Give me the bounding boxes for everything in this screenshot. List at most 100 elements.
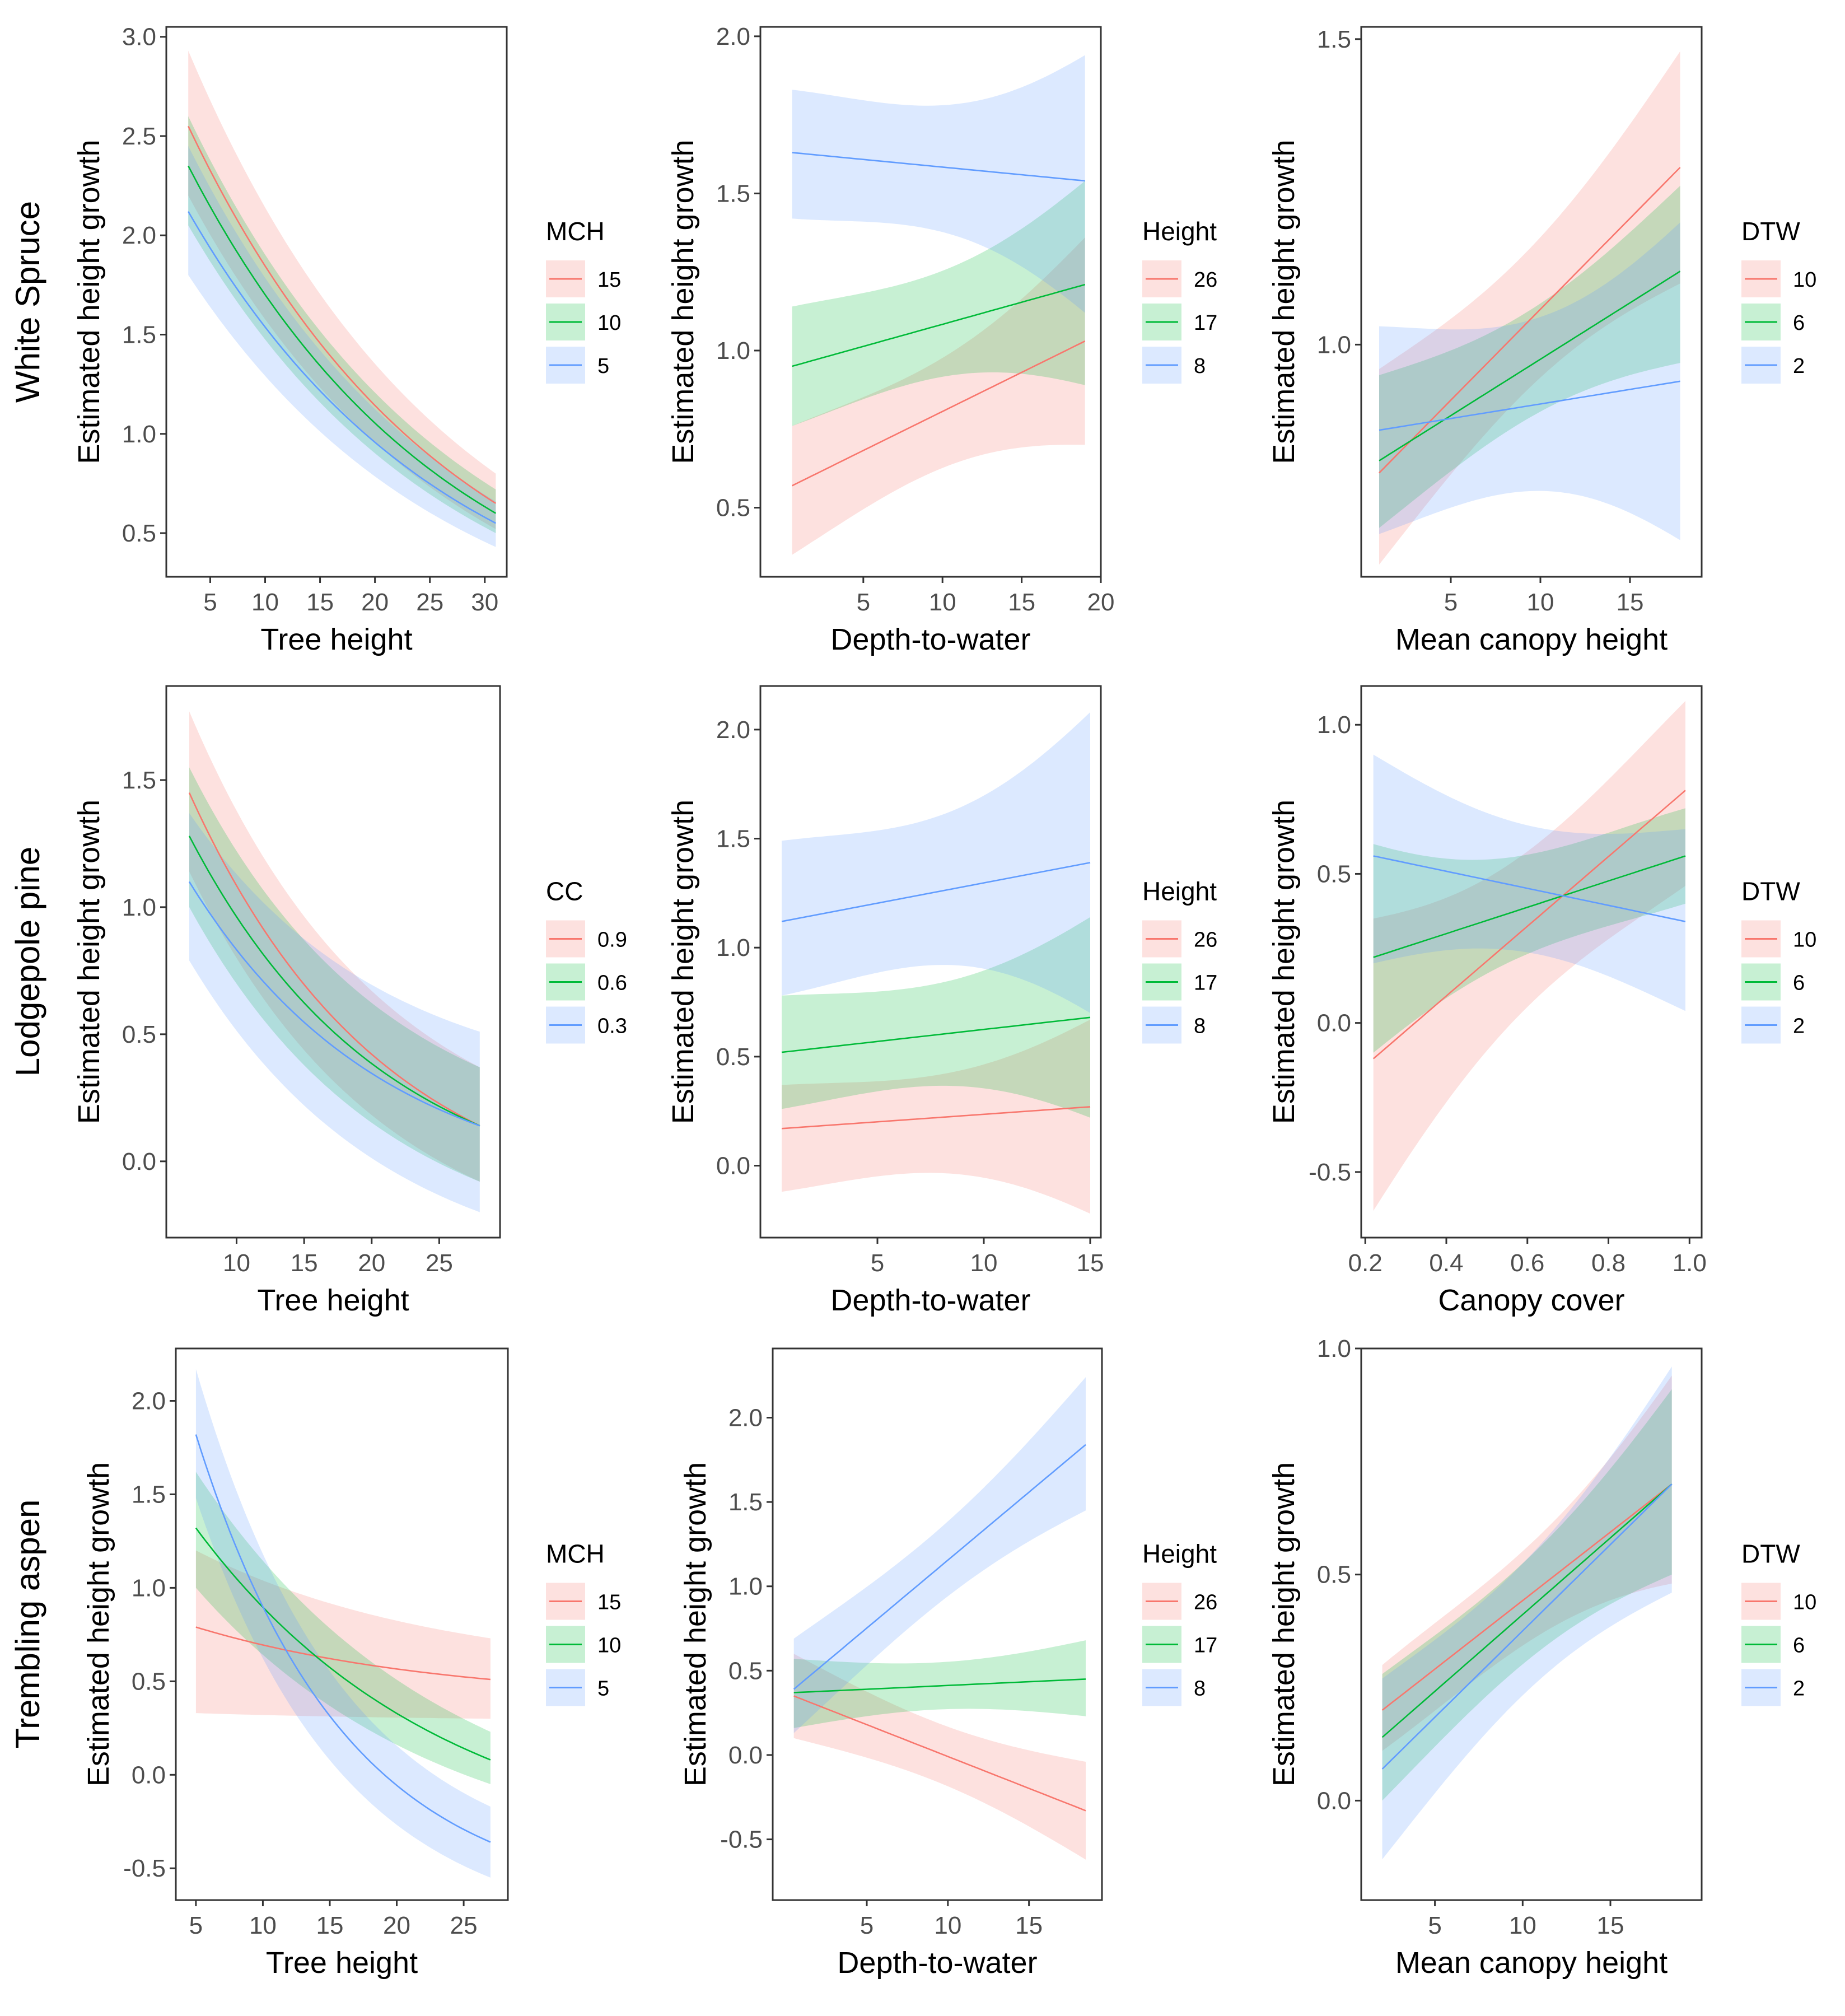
- panel-lp-dtw: 0.0 0.5 1.0 1.5 2.0 5 10 15 Depth-to-water Estima…: [666, 685, 1217, 1317]
- line-ta-mch-2: [1381, 1483, 1673, 1770]
- y-tick-label: 0.0: [132, 1761, 166, 1789]
- ribbon-lp-dtw-17: [782, 917, 1090, 1118]
- panel-border: [759, 26, 1102, 578]
- y-axis-title: Estimated height growth: [82, 1462, 115, 1786]
- plot-area: [792, 55, 1086, 555]
- x-tick-label: 5: [1444, 589, 1458, 616]
- legend-ws-mch: DTW 10 6 2: [1741, 217, 1816, 384]
- legend-ws-tree: MCH 15 10 5: [546, 217, 621, 384]
- panel-border: [1360, 1347, 1703, 1901]
- line-lp-dtw-8: [781, 862, 1091, 922]
- ribbon-ta-tree-10: [195, 1472, 491, 1784]
- y-tick-label: 0.0: [716, 1152, 750, 1180]
- ribbon-lp-cc-10: [1373, 701, 1685, 1211]
- x-tick-label: 5: [1428, 1912, 1441, 1939]
- legend-title: CC: [546, 877, 583, 906]
- legend-label: 8: [1194, 1677, 1206, 1701]
- legend-ws-dtw: Height 26 17 8: [1142, 217, 1217, 384]
- y-tick-label: 2.0: [122, 222, 156, 249]
- ribbon-lp-dtw-26: [782, 1019, 1090, 1214]
- y-axis-title: Estimated height growth: [666, 139, 700, 464]
- x-axis-title: Canopy cover: [1438, 1284, 1624, 1317]
- panel-ws-tree: 0.5 1.0 1.5 2.0 2.5 3.0 5 10 15 20 25 30 Tree height…: [72, 24, 621, 656]
- legend-label: 15: [597, 1591, 621, 1614]
- ribbon-lp-dtw-8: [782, 712, 1090, 1013]
- x-tick-label: 0.4: [1429, 1249, 1463, 1277]
- y-tick-label: 1.0: [716, 337, 750, 365]
- x-tick-label: 5: [203, 589, 217, 616]
- panel-border: [165, 26, 508, 578]
- y-tick-label: 1.5: [716, 825, 750, 853]
- legend-label: 17: [1194, 972, 1217, 995]
- x-tick-label: 5: [189, 1912, 203, 1939]
- panel-ta-tree: -0.5 0.0 0.5 1.0 1.5 2.0 5 10 15 20 25 Tree height E…: [82, 1347, 621, 1980]
- legend-title: MCH: [546, 217, 605, 246]
- ribbon-ws-dtw-26: [792, 237, 1085, 555]
- y-tick-label: 1.5: [122, 321, 156, 348]
- x-tick-label: 15: [306, 589, 334, 616]
- line-lp-cc-2: [1373, 855, 1686, 922]
- x-tick-label: 20: [361, 589, 389, 616]
- x-tick-label: 10: [1527, 589, 1554, 616]
- x-tick-label: 25: [450, 1912, 478, 1939]
- x-tick-label: 10: [970, 1249, 998, 1277]
- panel-border: [759, 685, 1102, 1239]
- line-ta-mch-10: [1381, 1483, 1673, 1711]
- line-ta-dtw-8: [793, 1444, 1086, 1690]
- y-axis-title: Estimated height growth: [72, 139, 106, 464]
- legend-title: Height: [1142, 1539, 1217, 1569]
- line-ta-dtw-17: [793, 1678, 1086, 1693]
- y-tick-label: 1.5: [728, 1488, 763, 1516]
- legend-ta-mch: DTW 10 6 2: [1741, 1539, 1816, 1706]
- line-ws-dtw-8: [792, 152, 1085, 182]
- line-lp-tree-0.6: [188, 836, 480, 1127]
- legend-title: Height: [1142, 877, 1217, 906]
- panel-border: [165, 685, 501, 1239]
- y-tick-label: 0.0: [728, 1742, 763, 1769]
- panel-border: [1360, 26, 1703, 578]
- plot-area: [793, 1377, 1086, 1860]
- legend-label: 17: [1194, 311, 1217, 335]
- legend-label: 10: [597, 1634, 621, 1658]
- x-axis-title: Tree height: [260, 623, 412, 656]
- legend-label: 2: [1793, 354, 1805, 378]
- y-tick-label: 0.5: [728, 1657, 763, 1684]
- y-axis-title: Estimated height growth: [679, 1462, 712, 1786]
- y-tick-label: 0.5: [1317, 1561, 1351, 1589]
- plot-area: [195, 1369, 491, 1878]
- y-axis-title: Estimated height growth: [1267, 800, 1301, 1124]
- plot-area: [781, 712, 1091, 1214]
- x-tick-label: 15: [1077, 1249, 1104, 1277]
- x-tick-label: 25: [416, 589, 443, 616]
- line-lp-cc-10: [1372, 790, 1686, 1060]
- x-tick-label: 20: [383, 1912, 410, 1939]
- x-axis-title: Tree height: [266, 1946, 418, 1980]
- ribbon-ta-dtw-8: [793, 1377, 1086, 1733]
- panel-lp-tree: 0.0 0.5 1.0 1.5 10 15 20 25 Tree height Estimated…: [72, 685, 627, 1317]
- y-tick-label: -0.5: [1309, 1159, 1351, 1186]
- ribbon-ws-mch-6: [1379, 185, 1680, 528]
- legend-label: 26: [1194, 928, 1217, 952]
- legend-label: 8: [1194, 354, 1206, 378]
- legend-lp-cc: DTW 10 6 2: [1741, 877, 1816, 1044]
- line-ta-tree-15: [195, 1626, 491, 1681]
- x-tick-label: 15: [1597, 1912, 1624, 1939]
- x-tick-label: 10: [1509, 1912, 1536, 1939]
- panel-ta-dtw: -0.5 0.0 0.5 1.0 1.5 2.0 5 10 15 Depth-to-water Es…: [679, 1347, 1217, 1980]
- legend-title: MCH: [546, 1539, 605, 1569]
- legend-label: 2: [1793, 1677, 1805, 1701]
- ribbon-ws-tree-15: [188, 50, 496, 529]
- line-lp-tree-0.3: [188, 881, 480, 1127]
- legend-label: 10: [597, 311, 621, 335]
- line-ws-dtw-26: [792, 340, 1086, 487]
- y-tick-label: 1.0: [1317, 331, 1351, 358]
- y-tick-label: 1.5: [122, 767, 156, 794]
- x-tick-label: 10: [223, 1249, 250, 1277]
- x-axis-title: Mean canopy height: [1395, 623, 1667, 656]
- x-tick-label: 0.8: [1591, 1249, 1626, 1277]
- line-ta-tree-5: [195, 1434, 491, 1843]
- legend-label: 0.6: [597, 972, 627, 995]
- x-tick-label: 10: [934, 1912, 961, 1939]
- legend-label: 6: [1793, 1634, 1805, 1658]
- x-tick-label: 15: [316, 1912, 344, 1939]
